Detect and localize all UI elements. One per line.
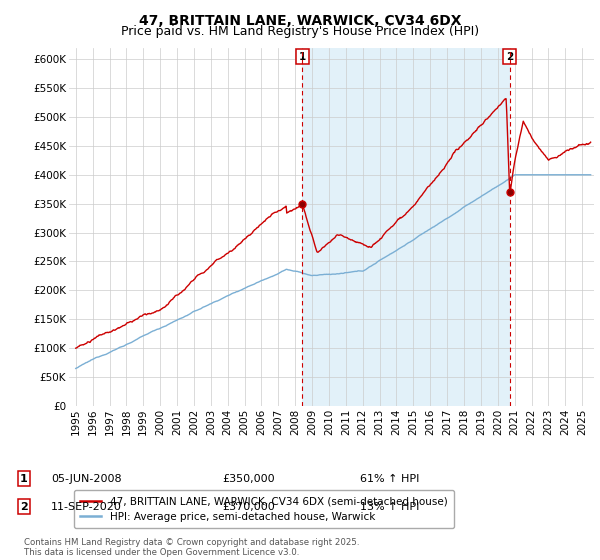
Text: Contains HM Land Registry data © Crown copyright and database right 2025.
This d: Contains HM Land Registry data © Crown c… [24,538,359,557]
Text: 1: 1 [299,52,306,62]
Bar [302,48,509,406]
Text: 1: 1 [20,474,28,484]
Text: £350,000: £350,000 [222,474,275,484]
Text: 47, BRITTAIN LANE, WARWICK, CV34 6DX: 47, BRITTAIN LANE, WARWICK, CV34 6DX [139,14,461,28]
Text: 05-JUN-2008: 05-JUN-2008 [51,474,122,484]
Text: 2: 2 [20,502,28,512]
Text: £370,000: £370,000 [222,502,275,512]
Legend: 47, BRITTAIN LANE, WARWICK, CV34 6DX (semi-detached house), HPI: Average price, : 47, BRITTAIN LANE, WARWICK, CV34 6DX (se… [74,490,454,528]
Text: 61% ↑ HPI: 61% ↑ HPI [360,474,419,484]
Text: 11-SEP-2020: 11-SEP-2020 [51,502,122,512]
Text: 2: 2 [506,52,513,62]
Text: Price paid vs. HM Land Registry's House Price Index (HPI): Price paid vs. HM Land Registry's House … [121,25,479,38]
Text: 13% ↑ HPI: 13% ↑ HPI [360,502,419,512]
